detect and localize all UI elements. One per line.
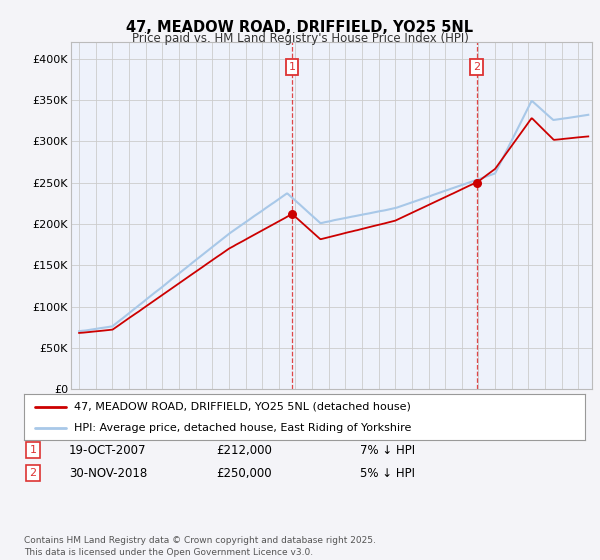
Text: Contains HM Land Registry data © Crown copyright and database right 2025.
This d: Contains HM Land Registry data © Crown c… xyxy=(24,536,376,557)
Text: 1: 1 xyxy=(29,445,37,455)
Text: 1: 1 xyxy=(289,62,296,72)
Text: £212,000: £212,000 xyxy=(216,444,272,457)
Point xyxy=(287,209,297,218)
Text: 2: 2 xyxy=(29,468,37,478)
Text: 30-NOV-2018: 30-NOV-2018 xyxy=(69,466,147,480)
Text: 47, MEADOW ROAD, DRIFFIELD, YO25 5NL (detached house): 47, MEADOW ROAD, DRIFFIELD, YO25 5NL (de… xyxy=(74,402,412,412)
Text: 47, MEADOW ROAD, DRIFFIELD, YO25 5NL: 47, MEADOW ROAD, DRIFFIELD, YO25 5NL xyxy=(127,20,473,35)
Text: 7% ↓ HPI: 7% ↓ HPI xyxy=(360,444,415,457)
Text: £250,000: £250,000 xyxy=(216,466,272,480)
Text: 5% ↓ HPI: 5% ↓ HPI xyxy=(360,466,415,480)
Text: 19-OCT-2007: 19-OCT-2007 xyxy=(69,444,146,457)
Point xyxy=(472,178,482,187)
Text: 2: 2 xyxy=(473,62,481,72)
Text: HPI: Average price, detached house, East Riding of Yorkshire: HPI: Average price, detached house, East… xyxy=(74,423,412,433)
Text: Price paid vs. HM Land Registry's House Price Index (HPI): Price paid vs. HM Land Registry's House … xyxy=(131,32,469,45)
